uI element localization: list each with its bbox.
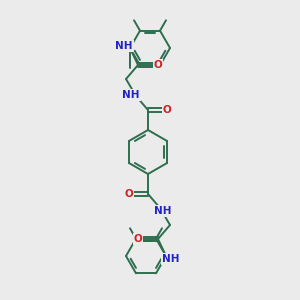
Text: NH: NH — [154, 206, 172, 216]
Text: O: O — [134, 234, 142, 244]
Text: NH: NH — [115, 41, 133, 51]
Text: O: O — [163, 105, 171, 115]
Text: NH: NH — [162, 254, 180, 264]
Text: NH: NH — [122, 90, 140, 100]
Text: O: O — [154, 60, 162, 70]
Text: O: O — [124, 189, 134, 199]
